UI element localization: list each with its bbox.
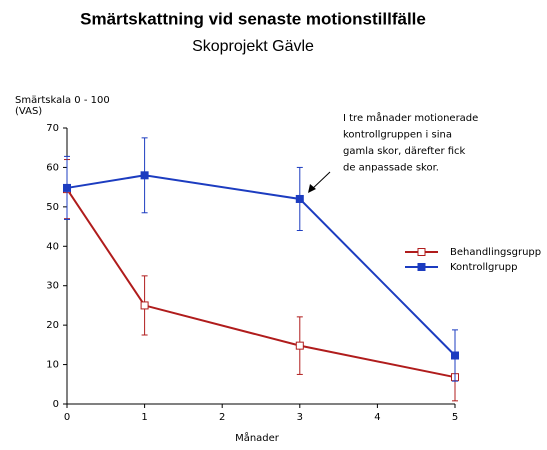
x-tick-label: 3 [297,412,303,423]
legend-label: Kontrollgrupp [450,262,518,273]
annotation: de anpassade skor. [343,163,439,174]
x-tick-label: 2 [219,412,225,423]
x-tick-label: 1 [141,412,147,423]
marker [295,341,304,350]
legend-marker [417,248,426,256]
y-tick-label: 10 [46,360,59,371]
marker [451,351,459,360]
y-axis-label: (VAS) [15,106,42,117]
annotation: I tre månader motionerade [343,111,478,124]
marker [63,183,71,192]
y-tick-label: 60 [46,162,59,173]
legend-label: Behandlingsgrupp [450,247,541,258]
y-axis-label: Smärtskala 0 - 100 [15,95,110,106]
marker [140,301,149,310]
annotation: kontrollgruppen i sina [343,130,452,141]
y-tick-label: 0 [53,399,59,410]
marker [295,194,304,203]
chart-title: Smärtskattning vid senaste motionstillfä… [80,9,426,28]
x-tick-label: 4 [374,412,380,423]
y-tick-label: 30 [46,281,59,292]
annotation-arrowhead [308,184,316,193]
legend-marker [417,263,426,271]
series-line [66,188,456,379]
y-tick-label: 50 [46,202,59,213]
y-tick-label: 20 [46,320,59,331]
x-tick-label: 0 [64,412,70,423]
chart-subtitle: Skoprojekt Gävle [192,38,314,55]
marker [140,171,149,180]
annotation: gamla skor, därefter fick [343,146,466,157]
x-tick-label: 5 [452,412,458,423]
y-tick-label: 40 [46,241,59,252]
x-axis-label: Månader [235,431,280,444]
series-line [66,174,456,357]
y-tick-label: 70 [46,123,59,134]
